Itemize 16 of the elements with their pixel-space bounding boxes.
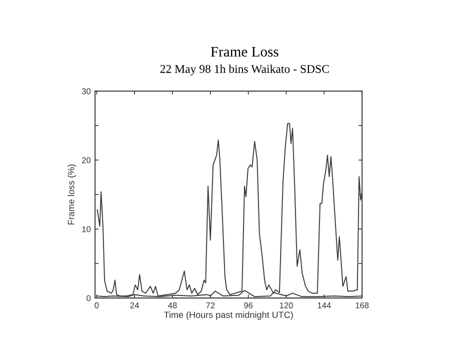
y-axis-title: Frame loss (%) <box>68 164 76 224</box>
x-tick-label: 120 <box>280 302 293 308</box>
x-tick-label: 48 <box>168 302 177 308</box>
x-axis-title: Time (Hours past midnight UTC) <box>164 311 293 320</box>
x-tick-label: 0 <box>94 302 99 308</box>
chart-title: Frame Loss <box>210 46 278 57</box>
x-tick-label: 96 <box>244 302 253 308</box>
x-tick-label: 144 <box>318 302 331 308</box>
x-tick-label: 72 <box>206 302 215 308</box>
y-tick-label: 0 <box>86 295 91 302</box>
chart-subtitle: 22 May 98 1h bins Waikato - SDSC <box>160 64 329 76</box>
x-tick-label: 24 <box>130 302 139 308</box>
y-tick-label: 30 <box>82 88 91 94</box>
x-tick-label: 168 <box>356 302 369 308</box>
y-tick-label: 10 <box>82 226 91 232</box>
y-tick-label: 20 <box>82 157 91 164</box>
